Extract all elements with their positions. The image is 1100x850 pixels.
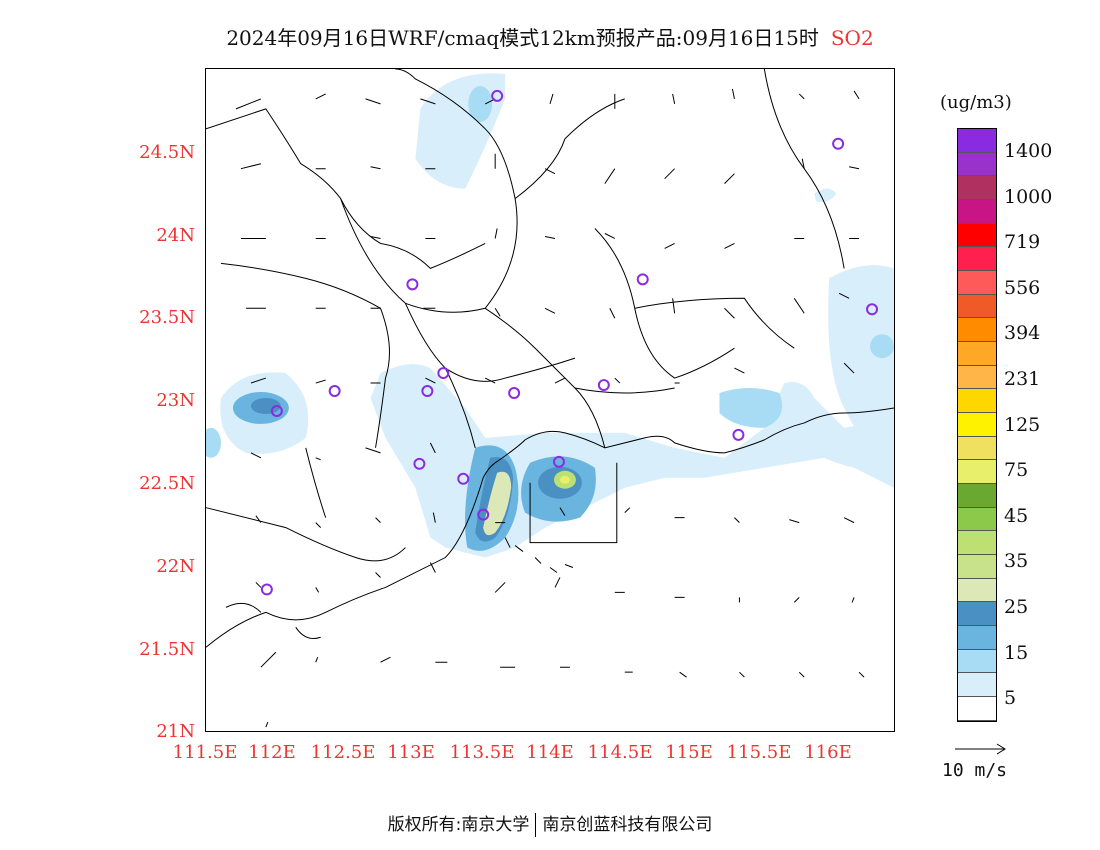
station-markers <box>260 89 879 596</box>
colorbar-unit: (ug/m3) <box>940 92 1012 113</box>
y-tick-label: 22N <box>156 556 195 577</box>
y-tick-label: 24N <box>156 225 195 246</box>
colorbar-swatch <box>958 507 996 532</box>
colorbar-label: 15 <box>1004 641 1029 664</box>
y-tick-label: 22.5N <box>139 473 195 494</box>
footer: 版权所有:南京大学 南京创蓝科技有限公司 <box>0 810 1100 837</box>
colorbar-swatch <box>958 365 996 390</box>
colorbar-label: 75 <box>1004 459 1029 482</box>
colorbar-swatch <box>958 673 996 698</box>
map-title: 2024年09月16日WRF/cmaq模式12km预报产品:09月16日15时 S… <box>0 22 1100 51</box>
colorbar-swatch <box>958 413 996 437</box>
colorbar-swatch <box>958 247 996 272</box>
x-tick-label: 113.5E <box>449 742 515 763</box>
y-tick-label: 23N <box>156 390 195 411</box>
x-tick-label: 114.5E <box>587 742 653 763</box>
colorbar-swatch <box>958 342 996 366</box>
title-species: SO2 <box>830 26 874 50</box>
x-tick-label: 115.5E <box>726 742 792 763</box>
footer-left: 版权所有:南京大学 <box>387 815 530 835</box>
colorbar-label: 25 <box>1004 596 1029 618</box>
x-tick-label: 112.5E <box>310 742 376 763</box>
colorbar <box>957 128 997 722</box>
colorbar-label: 231 <box>1004 368 1041 390</box>
colorbar-swatch <box>958 318 996 343</box>
y-tick-label: 21N <box>156 721 195 742</box>
colorbar-label: 45 <box>1004 504 1029 527</box>
so2-map <box>205 68 895 732</box>
colorbar-label: 556 <box>1004 276 1041 299</box>
x-tick-label: 112E <box>248 742 296 763</box>
y-tick-label: 24.5N <box>139 142 195 163</box>
y-tick-label: 21.5N <box>139 639 195 660</box>
map-canvas <box>206 69 894 728</box>
colorbar-swatch <box>958 531 996 556</box>
colorbar-swatch <box>958 649 996 674</box>
footer-divider <box>535 813 537 837</box>
coastline <box>206 407 894 648</box>
vector-legend-label: 10 m/s <box>942 760 1008 781</box>
colorbar-swatch <box>958 484 996 508</box>
x-tick-label: 116E <box>804 742 852 763</box>
title-main: 2024年09月16日WRF/cmaq模式12km预报产品:09月16日15时 <box>226 26 819 50</box>
so2-shading <box>206 73 894 558</box>
colorbar-swatch <box>958 176 996 201</box>
x-tick-label: 113E <box>387 742 435 763</box>
wind-vectors <box>235 88 865 728</box>
colorbar-swatch <box>958 223 996 248</box>
colorbar-swatch <box>958 271 996 295</box>
y-tick-label: 23.5N <box>139 307 195 328</box>
colorbar-label: 1400 <box>1004 140 1053 162</box>
colorbar-swatch <box>958 129 996 153</box>
colorbar-swatch <box>958 602 996 627</box>
colorbar-swatch <box>958 152 996 177</box>
colorbar-label: 1000 <box>1004 185 1053 208</box>
colorbar-swatch <box>958 294 996 319</box>
colorbar-swatch <box>958 578 996 603</box>
colorbar-label: 5 <box>1004 687 1017 710</box>
colorbar-label: 394 <box>1004 322 1041 345</box>
x-tick-label: 114E <box>526 742 574 763</box>
colorbar-label: 125 <box>1004 413 1041 436</box>
x-tick-label: 115E <box>665 742 713 763</box>
vector-legend-arrow <box>955 743 1006 755</box>
colorbar-label: 35 <box>1004 550 1029 573</box>
colorbar-swatch <box>958 626 996 650</box>
colorbar-swatch <box>958 389 996 414</box>
footer-right: 南京创蓝科技有限公司 <box>542 815 713 835</box>
colorbar-swatch <box>958 436 996 461</box>
colorbar-label: 719 <box>1004 231 1041 254</box>
colorbar-swatch <box>958 555 996 579</box>
x-tick-label: 111.5E <box>172 742 238 763</box>
colorbar-swatch <box>958 200 996 224</box>
colorbar-swatch <box>958 460 996 485</box>
colorbar-swatch <box>958 697 996 721</box>
